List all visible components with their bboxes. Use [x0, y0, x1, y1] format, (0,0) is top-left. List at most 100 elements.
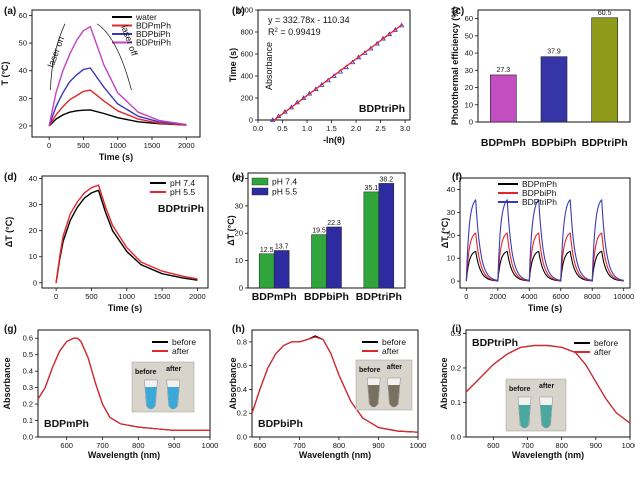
x-axis-label: -ln(θ) — [323, 135, 345, 145]
y-tick-label: 30 — [235, 201, 243, 210]
x-tick-label: 1000 — [118, 292, 135, 301]
y-tick-label: 0.4 — [237, 385, 247, 394]
x-tick-label: 2.5 — [375, 124, 385, 133]
x-tick-label: 2000 — [189, 292, 206, 301]
panel-label: (e) — [232, 172, 244, 183]
x-axis-label: Time (s) — [108, 303, 142, 313]
y-tick-label: 0.8 — [237, 337, 247, 346]
x-tick-label: 1000 — [202, 441, 219, 450]
y-tick-label: 40 — [29, 174, 37, 183]
y-tick-label: 30 — [29, 200, 37, 209]
series-line-BDPbiPh — [465, 232, 624, 282]
inset-background — [505, 378, 567, 432]
x-tick-label: 900 — [590, 441, 603, 450]
inset-label-after: after — [166, 366, 181, 373]
vial-after-liquid — [388, 385, 400, 407]
bar-BDPbiPh-pH-5.5 — [326, 226, 342, 289]
y-tick-label: 20 — [19, 121, 27, 130]
series-line-after — [251, 336, 419, 433]
y-axis-label: Absorbance — [228, 357, 238, 409]
bar-value-label: 19.5 — [312, 228, 326, 235]
x-tick-label: 0 — [54, 292, 58, 301]
inset-label-before: before — [509, 386, 531, 393]
y-tick-label: 800 — [240, 28, 253, 37]
x-tick-label: 600 — [254, 441, 267, 450]
y-axis-label: ΔT (°C) — [226, 215, 236, 246]
x-tick-label: 800 — [555, 441, 568, 450]
y-tick-label: 50 — [19, 39, 27, 48]
plot-frame — [37, 329, 211, 438]
y-tick-label: 10 — [235, 256, 243, 265]
legend-swatch — [251, 187, 269, 196]
bar-BDPtriPh-pH-7.4 — [363, 191, 380, 289]
plot-frame — [459, 177, 631, 289]
y-axis-label: T (°C) — [0, 61, 10, 85]
x-tick-label: 2.0 — [351, 124, 361, 133]
inset-photo — [131, 361, 195, 413]
x-tick-label: 1000 — [622, 441, 635, 450]
inset-label-before: before — [135, 369, 157, 376]
panel-label: (i) — [452, 324, 461, 335]
x-axis-label: Wavelength (nm) — [299, 450, 371, 460]
category-label: BDPbiPh — [532, 137, 577, 149]
series-line-BDPmPh — [48, 89, 187, 127]
y-tick-label: 0 — [469, 118, 473, 127]
bar-BDPmPh-pH-5.5 — [273, 250, 290, 289]
bar-value-label: 12.5 — [260, 247, 274, 254]
x-tick-label: 2000 — [489, 292, 506, 301]
y-tick-label: 40 — [447, 185, 455, 194]
y-tick-label: 10 — [465, 100, 473, 109]
y-tick-label: 10 — [29, 252, 37, 261]
y-tick-label: 50 — [465, 31, 473, 40]
y-tick-label: 30 — [19, 94, 27, 103]
inset-photo — [355, 359, 413, 411]
y-tick-label: 0.2 — [237, 409, 247, 418]
x-tick-label: 500 — [77, 141, 90, 150]
inset-label-before: before — [359, 367, 381, 374]
y-tick-label: 0.0 — [237, 433, 247, 442]
legend-entry: BDPbiPh — [136, 29, 171, 39]
y-axis-label: Photothermal efficiency (%) — [450, 7, 460, 126]
legend-entry: pH 7.4 — [170, 178, 195, 188]
x-axis-label: Wavelength (nm) — [512, 450, 584, 460]
plot-frame — [31, 9, 201, 138]
series-line-water — [48, 109, 187, 127]
bar-BDPmPh-pH-7.4 — [258, 253, 275, 289]
inset-background — [131, 361, 195, 413]
x-tick-label: 0.5 — [277, 124, 287, 133]
x-tick-label: 800 — [132, 441, 145, 450]
bar-BDPtriPh — [591, 17, 618, 123]
x-tick-label: 900 — [168, 441, 181, 450]
legend-entry: pH 7.4 — [272, 177, 297, 187]
x-tick-label: 1000 — [109, 141, 126, 150]
y-tick-label: 0.4 — [23, 367, 33, 376]
arrow-laser-on — [50, 23, 66, 91]
y-tick-label: 0.6 — [237, 361, 247, 370]
y-axis-label: ΔT (°C) — [4, 217, 14, 248]
bar-value-label: 37.9 — [547, 49, 561, 56]
legend-swatch — [251, 177, 269, 186]
category-label: BDPbiPh — [304, 291, 349, 303]
plot-frame — [465, 329, 631, 438]
y-tick-label: 40 — [235, 174, 243, 183]
legend-entry: after — [594, 347, 611, 357]
inset-label-after: after — [387, 364, 402, 371]
series-line-pH-7.4 — [55, 189, 198, 283]
y-tick-label: 400 — [240, 72, 253, 81]
y-tick-label: 0.3 — [451, 329, 461, 338]
bar-value-label: 38.2 — [380, 176, 394, 183]
watermark-text: Absorbance — [264, 42, 274, 90]
y-tick-label: 60 — [465, 14, 473, 23]
y-axis-label: Absorbance — [439, 357, 449, 409]
y-tick-label: 0 — [451, 277, 455, 286]
legend-entry: BDPmPh — [522, 179, 557, 189]
y-tick-label: 20 — [29, 226, 37, 235]
y-tick-label: 60 — [19, 11, 27, 20]
category-label: BDPmPh — [481, 137, 526, 149]
y-tick-label: 0.0 — [23, 433, 33, 442]
x-tick-label: 4000 — [521, 292, 538, 301]
y-tick-label: 0 — [33, 278, 37, 287]
category-label: BDPtriPh — [582, 137, 628, 149]
x-tick-label: 500 — [85, 292, 98, 301]
